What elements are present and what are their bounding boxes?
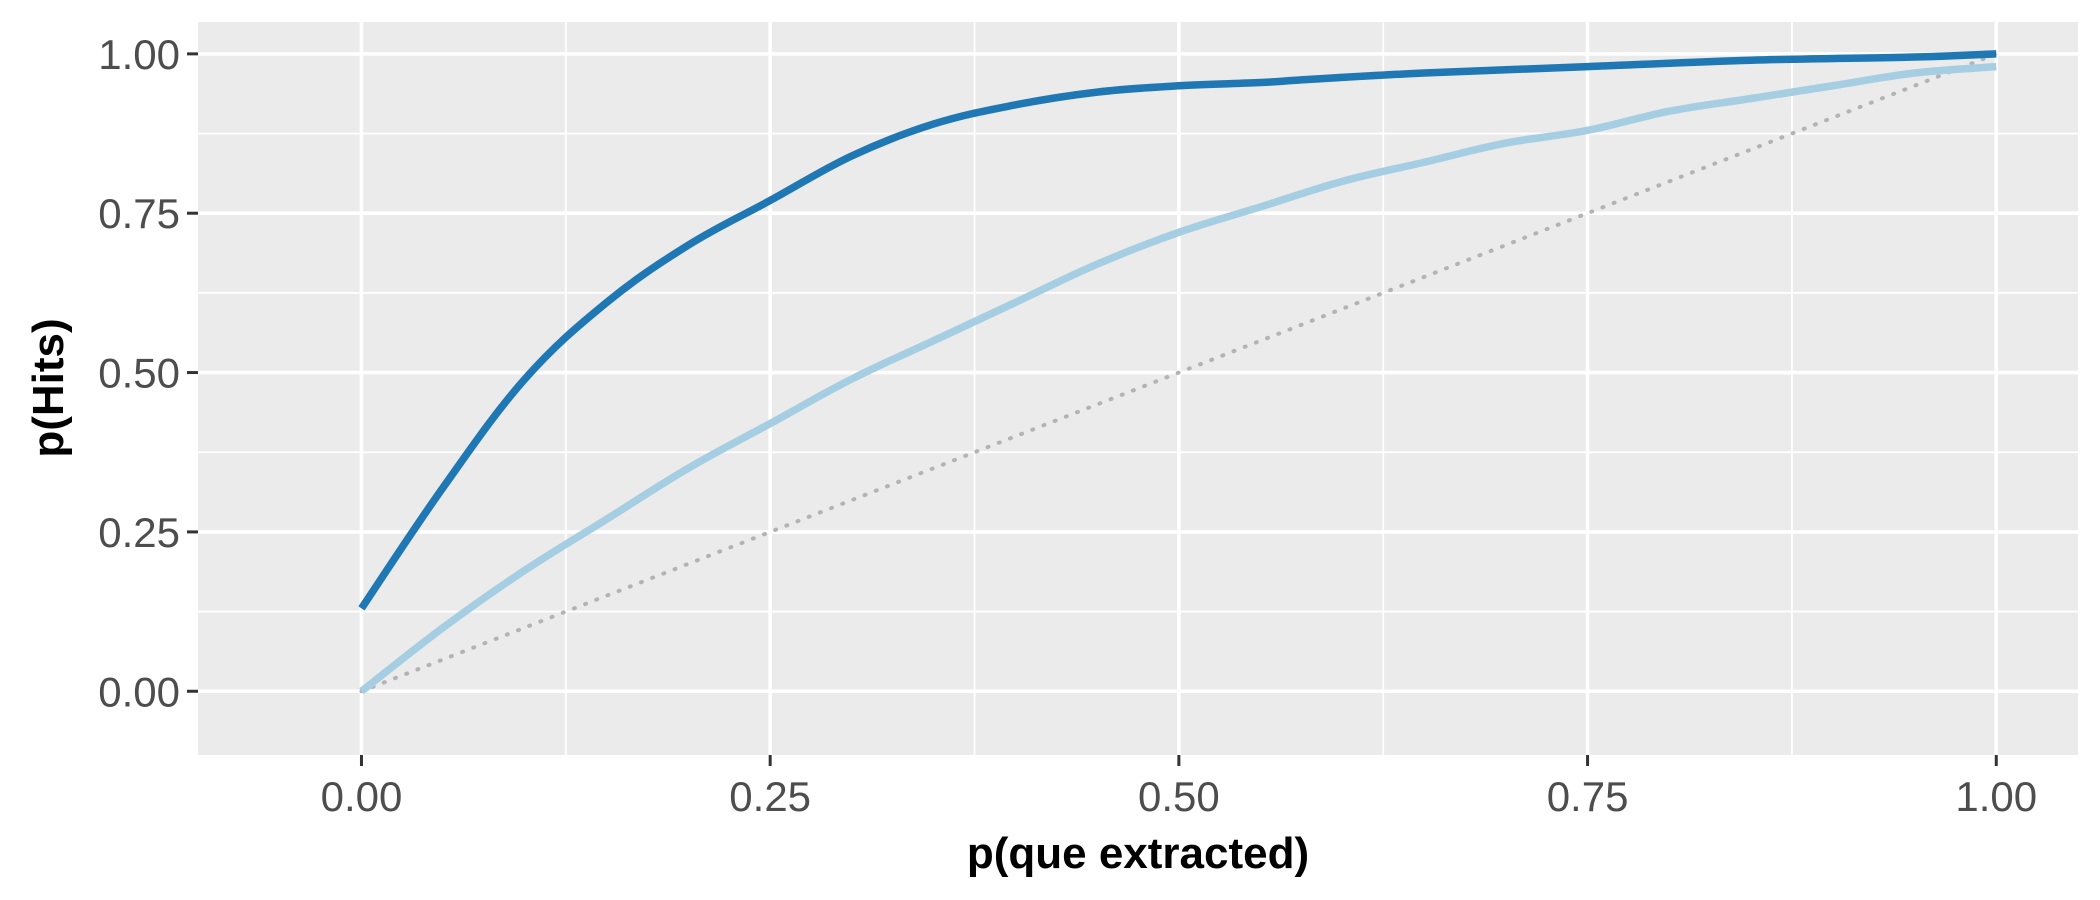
series-line-1 — [358, 50, 1997, 611]
reference-diagonal-line — [359, 51, 1999, 694]
y-axis: 0.00 0.25 0.50 0.75 1.00 — [98, 31, 198, 715]
x-tick-label: 0.25 — [729, 773, 811, 820]
series-layer — [358, 50, 1997, 695]
y-tick-label: 0.00 — [98, 668, 180, 715]
y-tick-label: 0.50 — [98, 350, 180, 397]
y-tick-label: 0.25 — [98, 509, 180, 556]
y-axis-title: p(Hits) — [24, 318, 73, 457]
y-tick-label: 1.00 — [98, 31, 180, 78]
x-tick-label: 0.50 — [1138, 773, 1220, 820]
series-line-2 — [359, 62, 1997, 695]
x-axis: 0.00 0.25 0.50 0.75 1.00 — [321, 755, 2037, 820]
x-tick-label: 0.75 — [1547, 773, 1629, 820]
x-axis-title: p(que extracted) — [967, 829, 1309, 878]
plot-panel — [198, 22, 2078, 755]
y-tick-label: 0.75 — [98, 190, 180, 237]
minor-gridlines — [198, 22, 2078, 755]
x-tick-label: 0.00 — [321, 773, 403, 820]
major-gridlines — [198, 22, 2078, 755]
x-tick-label: 1.00 — [1955, 773, 2037, 820]
reference-line-layer — [359, 51, 1999, 694]
